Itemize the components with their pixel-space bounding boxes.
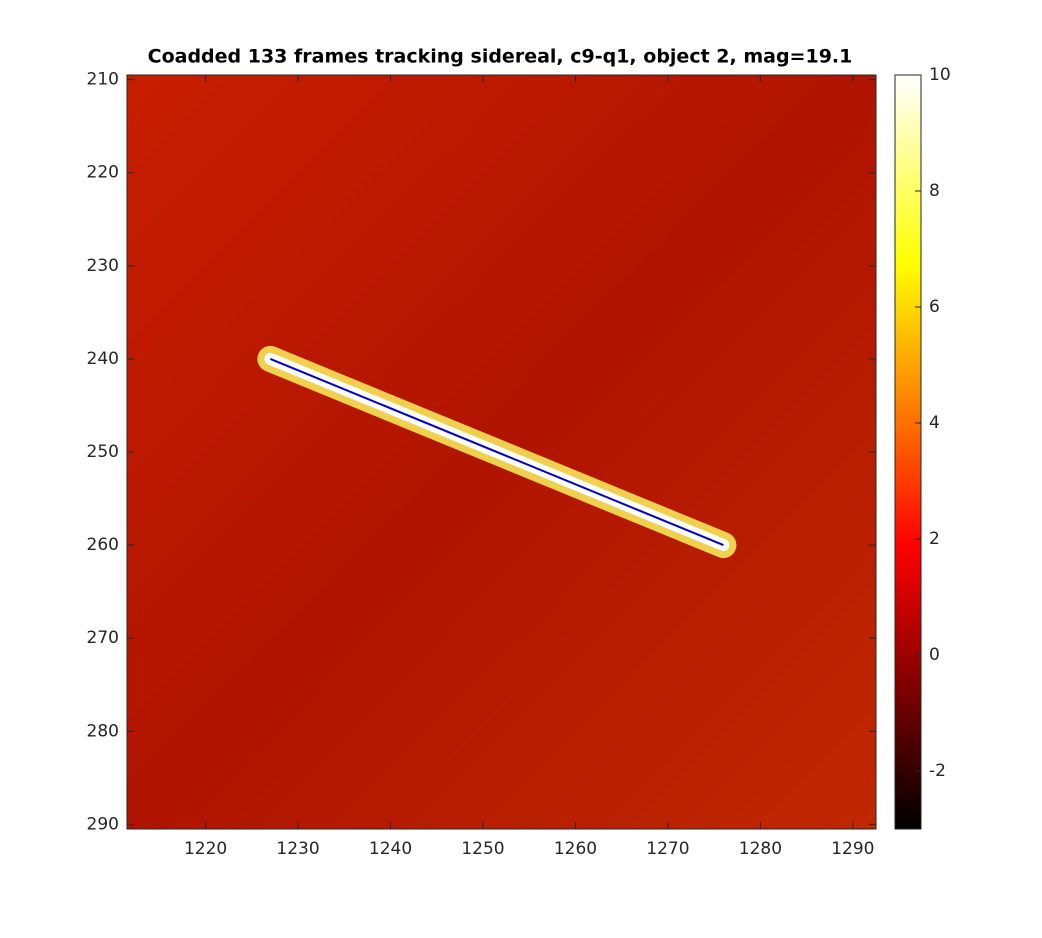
y-tick-label: 210 [87, 70, 119, 90]
y-tick-label: 250 [87, 442, 119, 462]
colorbar-tick-label: 0 [929, 645, 940, 665]
track-line [269, 357, 724, 547]
colorbar-tick-label: 10 [929, 65, 951, 85]
x-tick-label: 1250 [461, 839, 504, 859]
colorbar-tick-label: 2 [929, 529, 940, 549]
x-tick-label: 1240 [369, 839, 412, 859]
x-tick-label: 1230 [276, 839, 319, 859]
y-tick-label: 280 [87, 721, 119, 741]
colorbar [894, 74, 922, 830]
colorbar-tick-label: 6 [929, 297, 940, 317]
colorbar-tick-label: 8 [929, 181, 940, 201]
x-tick-label: 1280 [739, 839, 782, 859]
y-tick-label: 240 [87, 349, 119, 369]
y-tick-label: 230 [87, 256, 119, 276]
x-tick-label: 1220 [184, 839, 227, 859]
x-tick-label: 1270 [646, 839, 689, 859]
colorbar-tick-label: 4 [929, 413, 940, 433]
y-tick-label: 260 [87, 535, 119, 555]
colorbar-tick-label: -2 [929, 761, 946, 781]
x-tick-label: 1290 [831, 839, 874, 859]
chart-title: Coadded 133 frames tracking sidereal, c9… [148, 46, 853, 68]
y-tick-label: 290 [87, 814, 119, 834]
x-tick-label: 1260 [554, 839, 597, 859]
y-tick-label: 270 [87, 628, 119, 648]
y-tick-label: 220 [87, 163, 119, 183]
